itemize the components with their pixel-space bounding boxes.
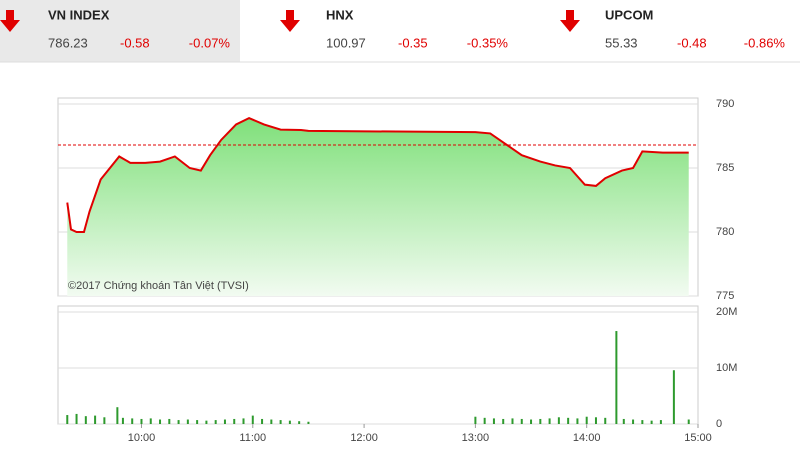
- index-percent: -0.35%: [467, 35, 509, 50]
- y-tick-label: 780: [716, 226, 734, 238]
- down-arrow: [560, 10, 580, 32]
- volume-bar: [659, 420, 662, 424]
- y-tick-label: 0: [716, 418, 722, 430]
- y-tick-label: 785: [716, 162, 734, 174]
- index-value: 786.23: [48, 35, 88, 50]
- volume-bar: [131, 418, 134, 424]
- area: [67, 118, 689, 296]
- volume-bar: [672, 370, 675, 424]
- volume-bar: [548, 418, 551, 424]
- index-change: -0.35: [398, 35, 428, 50]
- volume-bar: [288, 420, 291, 424]
- x-tick-label: 13:00: [462, 432, 490, 444]
- index-value: 55.33: [605, 35, 638, 50]
- x-tick-label: 15:00: [684, 432, 712, 444]
- volume-bar: [205, 420, 208, 424]
- plot-frame: [57, 305, 699, 425]
- volume-bar: [615, 331, 618, 424]
- index-percent: -0.86%: [744, 35, 786, 50]
- volume-bar: [140, 418, 143, 424]
- x-tick-label: 10:00: [128, 432, 156, 444]
- index-name: VN INDEX: [48, 7, 110, 22]
- volume-bar: [622, 418, 625, 424]
- volume-bar: [483, 417, 486, 424]
- volume-bar: [557, 417, 560, 424]
- volume-bar: [75, 413, 78, 424]
- y-tick-label: 10M: [716, 362, 737, 374]
- volume-bar: [223, 419, 226, 424]
- volume-bar: [66, 415, 69, 424]
- volume-bar: [502, 418, 505, 424]
- volume-bar: [687, 419, 690, 424]
- volume-bar: [149, 418, 152, 424]
- index-percent: -0.07%: [189, 35, 231, 50]
- volume-bar: [177, 420, 180, 424]
- volume-bar: [307, 421, 310, 424]
- volume-bar: [186, 419, 189, 424]
- volume-bar: [585, 416, 588, 424]
- x-tick-label: 14:00: [573, 432, 601, 444]
- volume-bar: [474, 416, 477, 424]
- index-name: HNX: [326, 7, 354, 22]
- volume-bar: [121, 417, 124, 424]
- volume-bar: [242, 418, 245, 424]
- volume-bar: [196, 420, 199, 424]
- y-tick-label: 20M: [716, 306, 737, 318]
- active-tab[interactable]: [0, 0, 240, 62]
- volume-bar: [168, 418, 171, 424]
- index-name: UPCOM: [605, 7, 653, 22]
- volume-bar: [261, 418, 264, 424]
- volume-bar: [159, 419, 162, 424]
- volume-bar: [594, 417, 597, 424]
- copyright: ©2017 Chứng khoán Tân Việt (TVSI): [68, 280, 249, 292]
- volume-bar: [214, 420, 217, 424]
- y-tick-label: 775: [716, 290, 734, 302]
- index-change: -0.48: [677, 35, 707, 50]
- volume-bar: [251, 415, 254, 424]
- volume-bar: [530, 419, 533, 424]
- volume-bar: [604, 417, 607, 424]
- volume-bar: [270, 419, 273, 424]
- index-value: 100.97: [326, 35, 366, 50]
- volume-bar: [233, 418, 236, 424]
- y-tick-label: 790: [716, 98, 734, 110]
- index-change: -0.58: [120, 35, 150, 50]
- volume-bar: [492, 418, 495, 424]
- price-line: [66, 116, 689, 233]
- volume-bar: [520, 418, 523, 424]
- down-arrow: [280, 10, 300, 32]
- volume-bar: [650, 420, 653, 424]
- volume-bar: [641, 420, 644, 424]
- volume-bar: [84, 416, 87, 424]
- volume-bar: [567, 417, 570, 424]
- x-tick-label: 11:00: [239, 432, 266, 444]
- x-tick-label: 12:00: [350, 432, 378, 444]
- volume-bar: [279, 420, 282, 424]
- volume-bar: [576, 418, 579, 424]
- down-arrow: [0, 10, 20, 32]
- volume-bar: [94, 415, 97, 424]
- volume-bar: [298, 421, 301, 424]
- volume-bar: [539, 418, 542, 424]
- volume-bar: [116, 407, 119, 424]
- volume-bar: [511, 418, 514, 424]
- volume-bar: [632, 419, 635, 424]
- volume-bar: [103, 417, 106, 424]
